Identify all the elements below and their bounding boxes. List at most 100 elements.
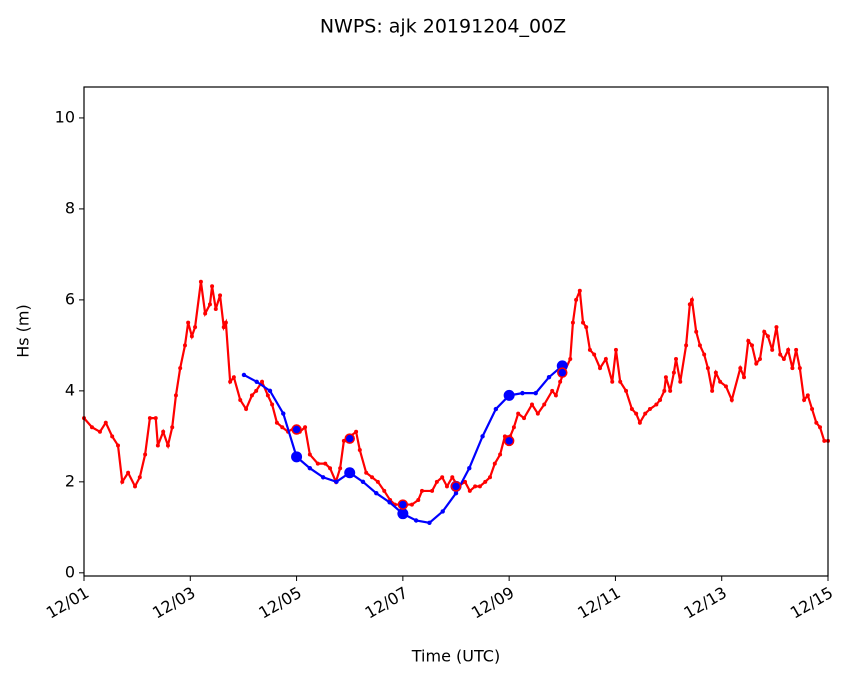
data-point [533, 390, 538, 396]
data-point [409, 502, 414, 507]
data-point [116, 443, 121, 448]
data-point [757, 357, 762, 362]
data-point [542, 402, 547, 407]
data-point [241, 372, 247, 378]
data-point [334, 479, 339, 485]
data-point [781, 357, 786, 362]
data-point [274, 420, 279, 425]
data-point [598, 366, 603, 371]
data-point [133, 484, 138, 489]
data-point [213, 306, 218, 311]
data-point [328, 466, 333, 471]
data-point [802, 397, 807, 402]
data-point [170, 425, 175, 430]
data-point [629, 407, 634, 412]
plot-frame [83, 86, 829, 577]
data-point [265, 393, 270, 398]
data-point [182, 343, 187, 348]
data-point [260, 379, 265, 384]
data-point [718, 379, 723, 384]
data-point [161, 429, 166, 434]
data-point [654, 402, 659, 407]
data-point [218, 293, 223, 298]
data-point [634, 411, 639, 416]
data-point [702, 352, 707, 357]
data-point [658, 397, 663, 402]
y-tick-label: 0 [65, 562, 75, 581]
data-point [713, 370, 718, 375]
data-point [674, 357, 679, 362]
data-point [765, 334, 770, 339]
y-tick-label: 6 [65, 289, 75, 308]
data-point [344, 467, 356, 479]
data-point [444, 484, 449, 489]
data-point [323, 461, 328, 466]
data-point [687, 302, 692, 307]
data-point [643, 411, 648, 416]
data-point [354, 429, 359, 434]
data-point [810, 407, 815, 412]
data-point [662, 388, 667, 393]
data-point [126, 470, 131, 475]
chart-title: NWPS: ajk 20191204_00Z [320, 16, 566, 38]
data-point [581, 320, 586, 325]
data-point [198, 279, 203, 284]
y-axis-label: Hs (m) [14, 304, 33, 358]
data-point [147, 416, 152, 421]
data-point [97, 429, 102, 434]
y-tick-label: 2 [65, 471, 75, 490]
data-point [814, 420, 819, 425]
data-point [143, 452, 148, 457]
data-point [535, 411, 540, 416]
data-point [574, 297, 579, 302]
data-point [434, 479, 439, 484]
y-tick-label: 4 [65, 380, 75, 399]
data-point [120, 479, 125, 484]
data-point [370, 475, 375, 480]
data-point [207, 302, 212, 307]
data-point [529, 402, 534, 407]
data-point [553, 393, 558, 398]
data-point [450, 475, 455, 480]
data-point [228, 379, 233, 384]
data-point [678, 379, 683, 384]
data-point [320, 475, 326, 480]
data-point [818, 425, 823, 430]
data-point [155, 443, 160, 448]
data-point [238, 397, 243, 402]
data-point [103, 420, 108, 425]
data-point [498, 452, 503, 457]
data-point [374, 491, 379, 496]
data-point [267, 388, 273, 394]
data-point [684, 343, 689, 348]
data-point [254, 379, 259, 384]
data-point [762, 329, 767, 334]
data-point [382, 488, 387, 493]
data-point [189, 334, 194, 339]
data-point [671, 370, 676, 375]
data-point [477, 484, 482, 489]
data-point [492, 461, 497, 466]
data-point [697, 343, 702, 348]
data-point [603, 357, 608, 362]
data-point [203, 311, 208, 316]
data-point [280, 425, 285, 430]
data-point [360, 479, 366, 485]
data-point [663, 375, 668, 380]
data-point [291, 424, 302, 435]
data-point [723, 384, 728, 389]
data-point [270, 402, 275, 407]
data-point [577, 288, 582, 293]
data-point [463, 479, 468, 484]
data-point [480, 434, 485, 439]
data-point [210, 284, 215, 289]
data-point [375, 479, 380, 484]
data-point [357, 447, 362, 452]
data-point [338, 466, 343, 471]
data-point [397, 499, 409, 510]
data-point [587, 347, 592, 352]
data-point [364, 470, 369, 475]
data-point [610, 379, 615, 384]
data-point [450, 481, 462, 492]
